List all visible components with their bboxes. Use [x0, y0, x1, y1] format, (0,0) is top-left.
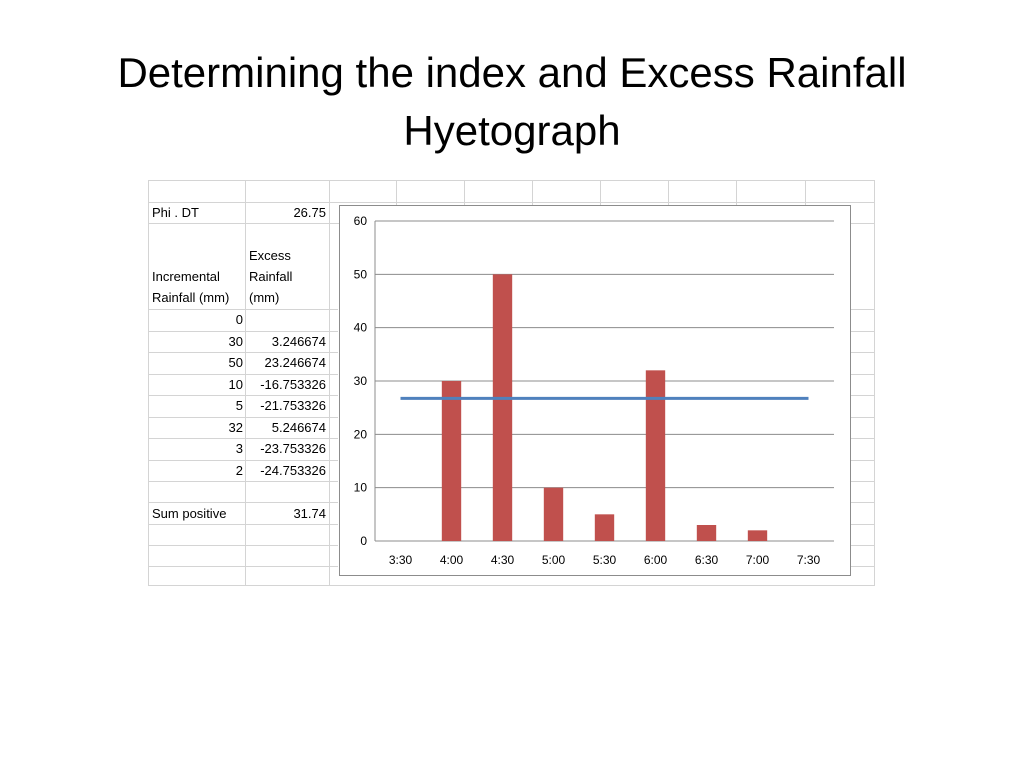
excess-cell: 5.246674 — [271, 420, 326, 435]
sheet-gridline — [851, 481, 875, 482]
sheet-gridline — [148, 180, 875, 181]
bar — [594, 514, 615, 541]
sheet-gridline — [148, 502, 338, 503]
y-tick-label: 40 — [354, 321, 368, 335]
x-tick-label: 5:30 — [593, 553, 617, 567]
incremental-cell: 2 — [235, 463, 243, 478]
bar — [543, 487, 564, 541]
x-tick-label: 5:00 — [542, 553, 566, 567]
sheet-gridline — [668, 180, 669, 205]
col2-header-line2: Rainfall — [249, 269, 293, 284]
excess-cell: -21.753326 — [260, 398, 326, 413]
sheet-gridline — [851, 545, 875, 546]
excess-cell: 3.246674 — [271, 334, 326, 349]
sheet-gridline — [148, 566, 338, 567]
x-tick-label: 3:30 — [389, 553, 413, 567]
incremental-cell: 32 — [228, 420, 243, 435]
excess-cell: -16.753326 — [260, 377, 326, 392]
x-tick-label: 4:00 — [440, 553, 464, 567]
sheet-gridline — [148, 180, 149, 586]
phi-label: Phi . DT — [152, 205, 199, 220]
bar — [645, 370, 666, 541]
sheet-gridline — [329, 180, 330, 586]
sheet-gridline — [148, 374, 338, 375]
y-tick-label: 20 — [354, 427, 368, 441]
sheet-gridline — [851, 374, 875, 375]
sheet-gridline — [464, 180, 465, 205]
sheet-gridline — [148, 395, 338, 396]
sheet-gridline — [851, 352, 875, 353]
sheet-gridline — [148, 417, 338, 418]
x-tick-label: 6:30 — [695, 553, 719, 567]
sheet-gridline — [148, 309, 338, 310]
sheet-gridline — [148, 585, 875, 586]
sheet-gridline — [532, 180, 533, 205]
sheet-gridline — [148, 545, 338, 546]
col2-header-line1: Excess — [249, 248, 291, 263]
y-tick-label: 0 — [360, 534, 367, 548]
sheet-gridline — [851, 524, 875, 525]
chart-area: 0 10 20 30 40 50 60 3:30 4:00 4:30 5:00 5:30 6:00 6:3… — [339, 205, 851, 576]
sheet-gridline — [851, 460, 875, 461]
sheet-gridline — [851, 395, 875, 396]
phi-value: 26.75 — [293, 205, 326, 220]
sheet-gridline — [851, 566, 875, 567]
bar — [747, 530, 768, 541]
sheet-gridline — [600, 180, 601, 205]
sheet-gridline — [851, 309, 875, 310]
y-tick-label: 60 — [354, 214, 368, 228]
sheet-gridline — [148, 524, 338, 525]
hyetograph-chart: 0 10 20 30 40 50 60 3:30 4:00 4:30 5:00 5:30 6:00 6:3… — [354, 214, 834, 567]
incremental-cell: 5 — [235, 398, 243, 413]
x-tick-label: 7:30 — [797, 553, 821, 567]
col2-header-line3: (mm) — [249, 290, 280, 305]
slide-title: Determining the index and Excess Rainfal… — [40, 44, 984, 160]
excess-cell: -23.753326 — [260, 441, 326, 456]
y-tick-label: 50 — [354, 267, 368, 281]
sheet-gridline — [148, 481, 338, 482]
sheet-gridline — [736, 180, 737, 205]
sheet-gridline — [851, 331, 875, 332]
x-tick-label: 6:00 — [644, 553, 668, 567]
y-tick-label: 10 — [354, 481, 368, 495]
sheet-gridline — [148, 352, 338, 353]
sheet-gridline — [396, 180, 397, 205]
bar — [441, 381, 462, 541]
sheet-gridline — [148, 438, 338, 439]
title-line-2: Hyetograph — [403, 107, 621, 154]
incremental-cell: 3 — [235, 441, 243, 456]
bar — [492, 274, 513, 541]
excess-cell: 23.246674 — [264, 355, 326, 370]
sum-positive-label: Sum positive — [152, 506, 227, 521]
sheet-gridline — [851, 502, 875, 503]
sheet-gridline — [805, 180, 806, 205]
y-tick-label: 30 — [354, 374, 368, 388]
sheet-gridline — [851, 438, 875, 439]
excess-cell: -24.753326 — [260, 463, 326, 478]
x-tick-label: 4:30 — [491, 553, 515, 567]
incremental-cell: 50 — [228, 355, 243, 370]
sheet-gridline — [245, 180, 246, 586]
incremental-cell: 0 — [235, 312, 243, 327]
sheet-gridline — [148, 202, 875, 203]
x-tick-label: 7:00 — [746, 553, 770, 567]
col1-header-line2: Rainfall (mm) — [152, 290, 230, 305]
incremental-cell: 10 — [228, 377, 243, 392]
bar — [696, 525, 717, 541]
col1-header-line1: Incremental — [152, 269, 220, 284]
incremental-cell: 30 — [228, 334, 243, 349]
sheet-gridline — [874, 180, 875, 586]
sheet-gridline — [148, 460, 338, 461]
sheet-gridline — [851, 417, 875, 418]
sum-positive-value: 31.74 — [293, 506, 326, 521]
sheet-gridline — [148, 331, 338, 332]
title-line-1: Determining the index and Excess Rainfal… — [117, 49, 907, 96]
